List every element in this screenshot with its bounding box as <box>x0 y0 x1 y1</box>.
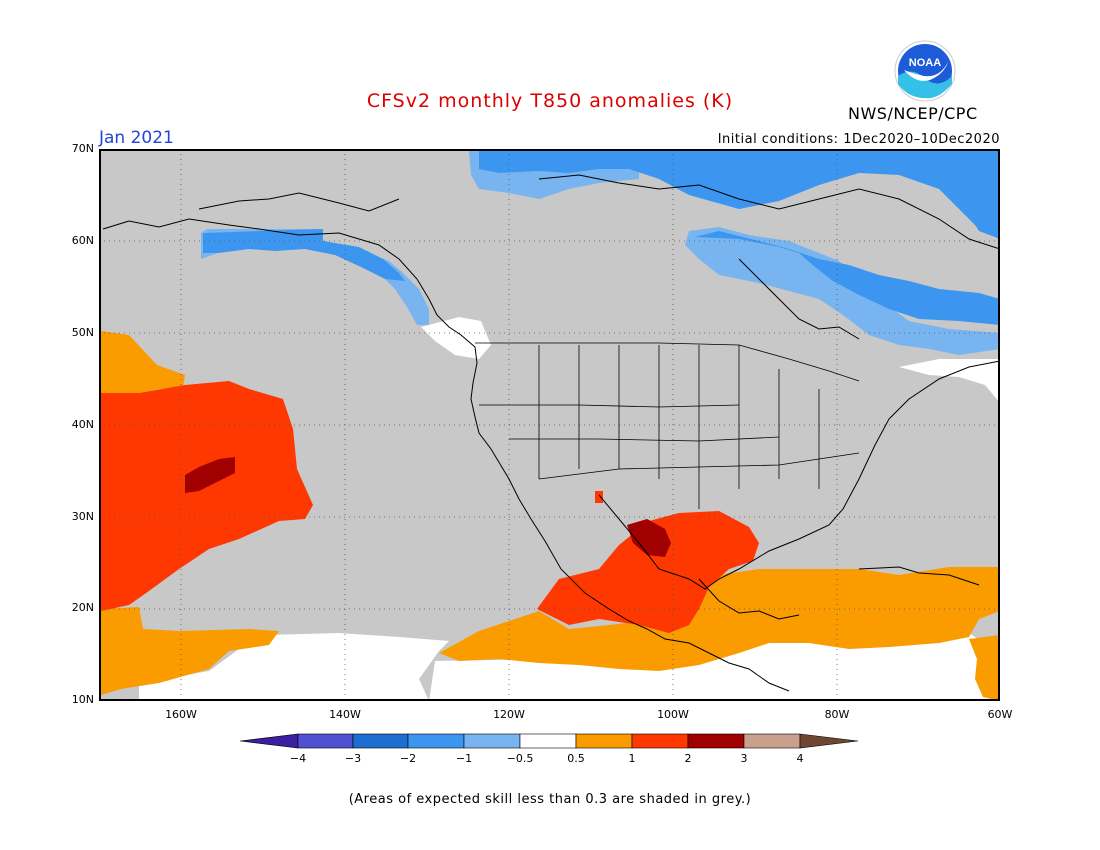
colorbar-box-6 <box>575 733 633 749</box>
dark-red-pacific <box>185 457 235 493</box>
colorbar-box-9 <box>743 733 801 749</box>
lat-label-30n: 30N <box>71 510 94 523</box>
lat-label-50n: 50N <box>71 326 94 339</box>
lon-label-120w: 120W <box>493 708 525 721</box>
red-pacific <box>101 381 313 611</box>
colorbar-label: 1 <box>628 752 636 765</box>
white-zone-south <box>139 633 449 701</box>
lon-label-80w: 80W <box>824 708 850 721</box>
orange-pacific-south <box>101 607 279 695</box>
graticule <box>99 149 1000 701</box>
mid-blue-canada <box>695 231 1000 325</box>
map-frame <box>99 149 1000 701</box>
colorbar-high-arrow <box>799 733 859 749</box>
colorbar-box-2 <box>352 733 409 749</box>
lat-label-40n: 40N <box>71 418 94 431</box>
colorbar-label: −4 <box>289 752 307 765</box>
colorbar-label: −2 <box>399 752 417 765</box>
lat-label-10n: 10N <box>71 693 94 706</box>
colorbar-label: 4 <box>796 752 804 765</box>
map-title: CFSv2 monthly T850 anomalies (K) <box>366 90 734 112</box>
state-boundaries <box>475 342 860 509</box>
light-blue-canada <box>685 227 1000 355</box>
white-zone-bc <box>421 317 491 359</box>
colorbar-box-1 <box>297 733 354 749</box>
colorbar-label: 2 <box>684 752 692 765</box>
colorbar-label: −0.5 <box>506 752 534 765</box>
mid-blue-arctic <box>479 151 1000 239</box>
anomaly-map <box>99 149 1000 701</box>
mid-blue-hudson <box>959 179 1000 239</box>
lon-label-160w: 160W <box>165 708 197 721</box>
noaa-logo: NOAA <box>894 40 956 102</box>
white-zone-canada <box>899 359 1000 403</box>
lon-label-60w: 60W <box>987 708 1013 721</box>
skill-note: (Areas of expected skill less than 0.3 a… <box>348 792 752 807</box>
colorbar-box-4 <box>463 733 521 749</box>
orange-caribbean-east <box>969 635 1000 701</box>
svg-text:NOAA: NOAA <box>909 57 941 69</box>
orange-central-america <box>439 567 1000 671</box>
colorbar-label: 0.5 <box>567 752 585 765</box>
white-zone-south-2 <box>429 633 1000 701</box>
initial-conditions: Initial conditions: 1Dec2020–10Dec2020 <box>717 132 1000 147</box>
lat-label-20n: 20N <box>71 601 94 614</box>
coastlines <box>102 174 1000 692</box>
lat-label-60n: 60N <box>71 234 94 247</box>
orange-pacific-north <box>101 331 185 393</box>
colorbar-box-3 <box>407 733 465 749</box>
colorbar-label: −3 <box>344 752 362 765</box>
dark-red-mexico <box>627 519 671 557</box>
lon-label-100w: 100W <box>657 708 689 721</box>
red-gulf-extra <box>595 491 603 503</box>
red-mexico <box>537 511 759 633</box>
lat-label-70n: 70N <box>71 142 94 155</box>
organization-label: NWS/NCEP/CPC <box>848 104 978 123</box>
colorbar-low-arrow <box>240 733 299 749</box>
colorbar <box>240 733 859 749</box>
mid-blue-alaska <box>203 229 405 281</box>
forecast-month: Jan 2021 <box>99 128 174 148</box>
colorbar-box-5 <box>519 733 577 749</box>
colorbar-label: −1 <box>455 752 473 765</box>
colorbar-label: 3 <box>740 752 748 765</box>
colorbar-box-7 <box>631 733 689 749</box>
colorbar-box-8 <box>687 733 745 749</box>
lon-label-140w: 140W <box>329 708 361 721</box>
